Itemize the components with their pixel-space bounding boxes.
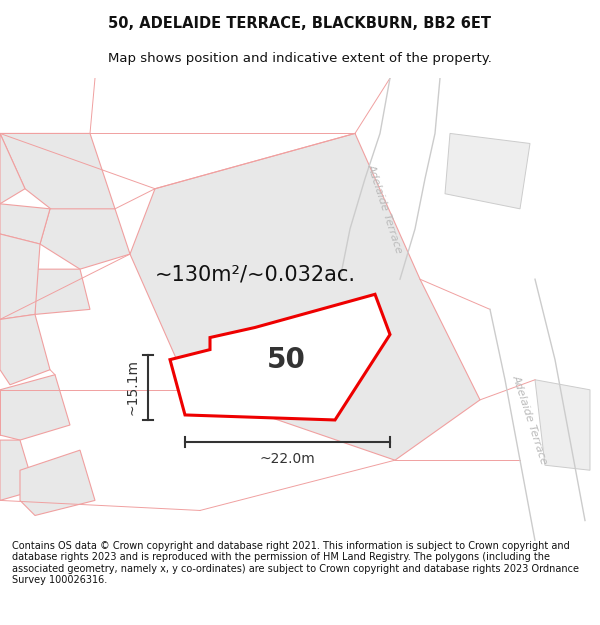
Polygon shape (40, 209, 130, 269)
Polygon shape (30, 269, 90, 314)
Polygon shape (0, 314, 50, 385)
Polygon shape (0, 234, 40, 319)
Polygon shape (0, 204, 50, 244)
Polygon shape (20, 450, 95, 516)
Polygon shape (130, 133, 480, 460)
Polygon shape (0, 440, 35, 501)
Text: 50: 50 (267, 346, 305, 374)
Text: ~130m²/~0.032ac.: ~130m²/~0.032ac. (155, 264, 355, 284)
Text: ~15.1m: ~15.1m (126, 359, 140, 415)
Text: Contains OS data © Crown copyright and database right 2021. This information is : Contains OS data © Crown copyright and d… (12, 541, 579, 586)
Polygon shape (535, 380, 590, 470)
Text: Adelaide Terrace: Adelaide Terrace (511, 374, 549, 466)
Polygon shape (0, 133, 25, 204)
Text: 50, ADELAIDE TERRACE, BLACKBURN, BB2 6ET: 50, ADELAIDE TERRACE, BLACKBURN, BB2 6ET (109, 16, 491, 31)
Text: Adelaide Terrace: Adelaide Terrace (366, 162, 404, 255)
Text: Map shows position and indicative extent of the property.: Map shows position and indicative extent… (108, 52, 492, 65)
Polygon shape (0, 133, 115, 224)
Text: ~22.0m: ~22.0m (260, 452, 316, 466)
Polygon shape (0, 375, 70, 440)
Polygon shape (170, 294, 390, 420)
Polygon shape (445, 133, 530, 209)
